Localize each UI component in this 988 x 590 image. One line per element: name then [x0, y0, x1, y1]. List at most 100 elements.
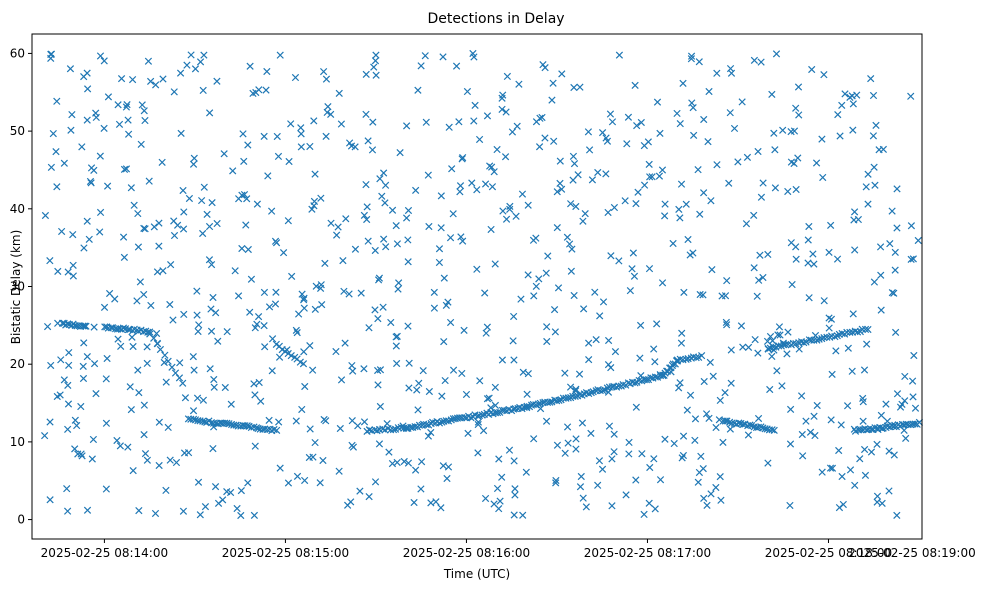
scatter-point	[46, 496, 54, 504]
scatter-point	[205, 256, 214, 264]
scatter-point	[469, 49, 477, 58]
scatter-point	[287, 120, 295, 128]
scatter-point	[176, 359, 184, 367]
scatter-point	[795, 111, 803, 119]
scatter-point	[835, 446, 843, 455]
scatter-point	[47, 50, 55, 59]
track-point	[447, 416, 455, 424]
scatter-point	[250, 380, 258, 388]
scatter-point	[458, 155, 466, 163]
scatter-point	[689, 103, 697, 112]
scatter-point	[859, 417, 867, 425]
scatter-point	[96, 52, 105, 60]
scatter-point	[754, 414, 763, 423]
scatter-point	[128, 333, 136, 341]
scatter-point	[193, 287, 201, 295]
scatter-point	[766, 385, 774, 394]
scatter-point	[445, 123, 453, 131]
scatter-point	[909, 393, 917, 401]
track-point	[757, 423, 765, 431]
track-point	[146, 328, 154, 336]
scatter-point	[360, 418, 369, 426]
scatter-point	[506, 205, 514, 213]
scatter-point	[169, 316, 177, 324]
scatter-point	[298, 290, 306, 298]
scatter-point	[491, 260, 499, 268]
scatter-point	[301, 476, 309, 485]
scatter-point	[786, 440, 795, 448]
scatter-point	[88, 455, 96, 463]
track-point	[153, 339, 161, 348]
scatter-point	[374, 276, 383, 284]
scatter-point	[151, 509, 160, 518]
scatter-point	[481, 289, 489, 297]
scatter-point	[610, 430, 618, 438]
scatter-point	[487, 225, 495, 234]
scatter-point	[402, 214, 411, 222]
scatter-point	[263, 67, 271, 76]
scatter-point	[771, 184, 780, 192]
scatter-point	[137, 140, 145, 148]
scatter-point	[275, 418, 283, 426]
scatter-point	[404, 206, 413, 215]
scatter-point	[721, 292, 730, 300]
scatter-point	[784, 328, 792, 336]
scatter-point	[561, 369, 569, 377]
scatter-point	[102, 419, 111, 427]
scatter-point	[47, 361, 55, 370]
scatter-point	[512, 212, 520, 220]
track-point	[79, 322, 87, 330]
scatter-point	[764, 459, 772, 467]
scatter-point	[700, 115, 708, 124]
scatter-point	[585, 146, 594, 154]
scatter-point	[689, 249, 697, 257]
scatter-point	[827, 416, 835, 424]
scatter-point	[261, 343, 269, 351]
scatter-point	[404, 236, 412, 244]
scatter-point	[425, 387, 433, 396]
scatter-point	[744, 343, 753, 351]
scatter-point	[189, 353, 197, 361]
scatter-point	[130, 201, 138, 209]
scatter-point	[274, 152, 283, 161]
scatter-point	[640, 510, 648, 519]
scatter-point	[96, 208, 105, 217]
scatter-point	[374, 314, 382, 323]
scatter-point	[572, 202, 580, 211]
scatter-point	[193, 311, 201, 319]
scatter-point	[691, 436, 699, 444]
scatter-point	[440, 338, 448, 346]
scatter-point	[376, 402, 384, 411]
scatter-point	[697, 452, 705, 460]
x-tick-label: 2025-02-25 08:19:00	[848, 546, 975, 560]
scatter-point	[244, 479, 252, 487]
scatter-point	[235, 195, 243, 203]
track-point	[467, 413, 475, 422]
scatter-point	[498, 356, 507, 364]
x-axis-label: Time (UTC)	[443, 567, 510, 581]
scatter-point	[60, 376, 68, 384]
scatter-point	[309, 366, 317, 374]
track-point	[287, 352, 295, 360]
scatter-point	[159, 267, 167, 275]
track-point	[493, 408, 502, 417]
scatter-point	[190, 154, 198, 162]
scatter-point	[548, 96, 556, 104]
scatter-point	[696, 290, 704, 299]
scatter-point	[812, 159, 821, 167]
scatter-point	[753, 292, 761, 300]
scatter-point	[825, 248, 833, 256]
scatter-point	[806, 428, 815, 436]
scatter-point	[524, 201, 532, 209]
scatter-point	[553, 441, 562, 449]
scatter-point	[371, 57, 380, 65]
scatter-point	[572, 445, 580, 453]
scatter-point	[251, 324, 259, 332]
scatter-point	[730, 124, 739, 133]
scatter-point	[69, 230, 77, 239]
scatter-point	[83, 352, 91, 361]
scatter-point	[153, 268, 162, 276]
scatter-point	[260, 288, 269, 297]
x-tick-label: 2025-02-25 08:16:00	[403, 546, 530, 560]
scatter-point	[395, 279, 403, 287]
